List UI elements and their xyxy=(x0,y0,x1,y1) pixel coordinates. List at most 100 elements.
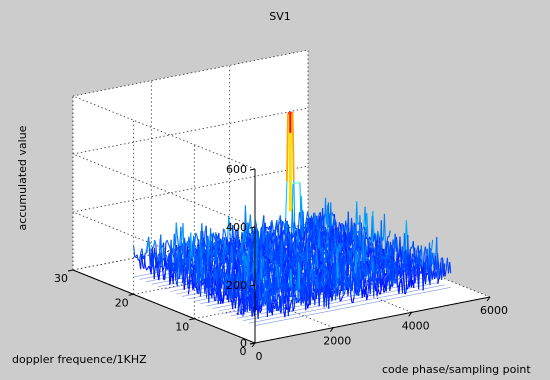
surface-segment xyxy=(274,303,277,310)
surface-segment xyxy=(267,244,270,261)
surface-segment xyxy=(377,247,380,253)
surface-segment xyxy=(374,233,377,247)
surface-segment xyxy=(294,255,298,263)
surface-segment xyxy=(310,254,313,257)
surface-segment xyxy=(244,205,248,235)
surface-segment xyxy=(365,286,368,301)
surface-segment xyxy=(173,258,177,264)
surface-segment xyxy=(388,262,391,291)
surface-segment xyxy=(185,241,188,248)
surface-segment xyxy=(266,288,269,292)
surface-segment xyxy=(289,261,291,264)
surface-segment xyxy=(350,271,354,292)
x-tick xyxy=(329,327,334,333)
surface-segment xyxy=(247,280,250,285)
surface-segment xyxy=(350,225,353,244)
surface-segment xyxy=(183,266,187,286)
surface-segment xyxy=(299,289,302,305)
surface-segment xyxy=(291,287,294,312)
x-tick-label: 6000 xyxy=(480,304,508,317)
surface-segment xyxy=(290,268,293,288)
surface-segment xyxy=(356,201,359,225)
surface-segment xyxy=(285,220,288,232)
surface-segment xyxy=(228,279,231,300)
surface-segment xyxy=(186,241,189,244)
surface-segment xyxy=(379,287,382,295)
surface-segment xyxy=(340,243,343,249)
z-tick-label: 400 xyxy=(226,221,247,234)
surface-segment xyxy=(314,281,317,306)
surface-segment xyxy=(164,256,168,263)
surface-segment xyxy=(246,290,250,297)
surface-segment xyxy=(141,254,144,267)
y-tick xyxy=(67,269,74,272)
surface-segment xyxy=(330,258,333,267)
surface-segment xyxy=(240,283,243,285)
z-tick xyxy=(249,284,256,287)
surface-segment xyxy=(321,280,324,288)
surface-segment xyxy=(230,298,232,301)
z-grid-left xyxy=(72,153,256,228)
surface-segment xyxy=(361,269,364,272)
surface-segment xyxy=(155,261,159,274)
surface-segment xyxy=(185,257,188,266)
surface-segment xyxy=(323,238,326,245)
surface-segment xyxy=(210,240,214,248)
surface-segment xyxy=(352,247,355,253)
surface-segment xyxy=(381,257,384,263)
surface-segment xyxy=(157,255,160,278)
surface-segment xyxy=(190,268,194,274)
surface-segment xyxy=(216,238,219,244)
surface-segment xyxy=(199,279,203,297)
surface-segment xyxy=(334,218,337,223)
surface-segment xyxy=(271,258,274,272)
surface-segment xyxy=(363,227,366,238)
surface-segment xyxy=(285,181,288,219)
surface-segment xyxy=(175,222,178,236)
surface-segment xyxy=(255,296,258,299)
surface-segment xyxy=(314,212,317,220)
surface-segment xyxy=(301,252,304,256)
surface-segment xyxy=(171,269,174,272)
surface-base-line xyxy=(248,284,445,324)
surface-segment xyxy=(273,259,277,264)
surface-segment xyxy=(143,256,147,267)
y-tick xyxy=(189,318,195,321)
surface-segment xyxy=(309,251,312,268)
surface-segment xyxy=(283,223,286,232)
surface-segment xyxy=(427,263,430,277)
surface-segment xyxy=(188,280,192,288)
surface-segment xyxy=(226,274,229,280)
surface-segment xyxy=(204,252,208,259)
surface-segment xyxy=(192,283,195,290)
z-grid-left xyxy=(72,95,256,170)
surface-segment xyxy=(348,244,351,249)
surface-segment xyxy=(241,239,244,252)
z-tick-label: 600 xyxy=(226,163,247,176)
surface-segment xyxy=(217,246,220,249)
surface-segment xyxy=(361,228,364,232)
surface-segment xyxy=(212,258,216,262)
x-tick-label: 0 xyxy=(256,350,263,363)
z-tick xyxy=(249,168,256,171)
surface-segment xyxy=(210,233,213,236)
surface-segment xyxy=(205,235,209,248)
surface-segment xyxy=(341,224,344,233)
surface-segment xyxy=(399,262,403,274)
surface-segment xyxy=(246,280,249,292)
surface-segment xyxy=(272,243,275,258)
surface-segment xyxy=(292,276,295,284)
surface-segment xyxy=(161,265,163,268)
surface-segment xyxy=(203,267,207,272)
surface-segment xyxy=(286,113,289,182)
surface-segment xyxy=(271,236,274,243)
surface-segment xyxy=(212,250,215,257)
surface-segment xyxy=(203,250,206,253)
chart-title: SV1 xyxy=(269,10,291,23)
surface-segment xyxy=(235,245,238,248)
surface-segment xyxy=(251,240,254,250)
surface-segment xyxy=(260,296,263,299)
surface-segment xyxy=(224,250,228,259)
x-grid-floor xyxy=(229,238,412,313)
surface-segment xyxy=(291,208,295,238)
